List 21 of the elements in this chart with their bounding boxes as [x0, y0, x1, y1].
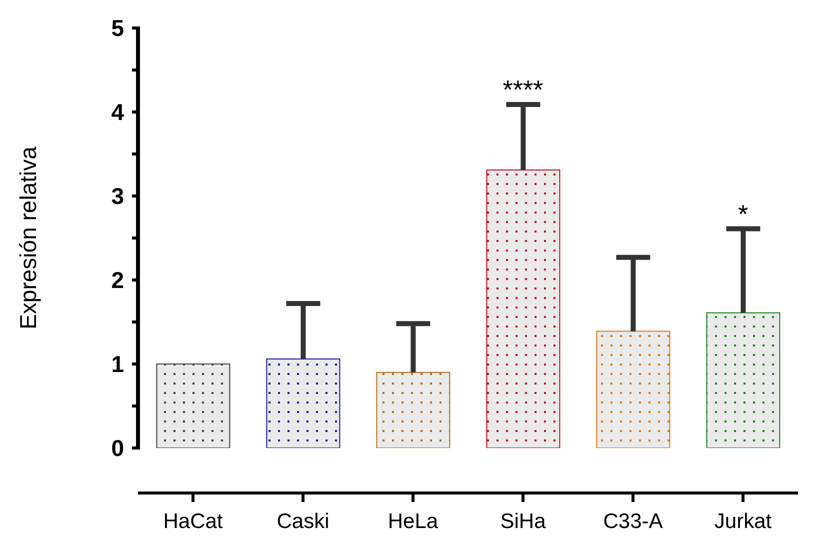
bar — [706, 312, 780, 448]
y-tick-label: 4 — [111, 99, 124, 125]
x-tick-label: SiHa — [500, 510, 546, 533]
y-tick-label: 0 — [111, 435, 124, 461]
bar — [266, 358, 340, 448]
bar — [376, 372, 450, 448]
annotation: * — [738, 198, 748, 229]
y-tick-label: 1 — [111, 351, 124, 377]
y-axis-title: Expresión relativa — [15, 146, 42, 330]
x-tick-label: HeLa — [388, 510, 438, 533]
y-tick-label: 5 — [111, 15, 124, 41]
y-tick-label: 2 — [111, 267, 124, 293]
y-tick-label: 3 — [111, 183, 124, 209]
x-tick-label: Jurkat — [714, 510, 772, 533]
annotation: **** — [502, 74, 544, 104]
x-tick-label: Caski — [276, 510, 330, 533]
bar — [156, 364, 230, 448]
x-tick-label: C33-A — [603, 510, 663, 533]
x-tick-label: HaCat — [163, 510, 223, 533]
bar — [486, 169, 560, 448]
bar — [596, 330, 670, 448]
